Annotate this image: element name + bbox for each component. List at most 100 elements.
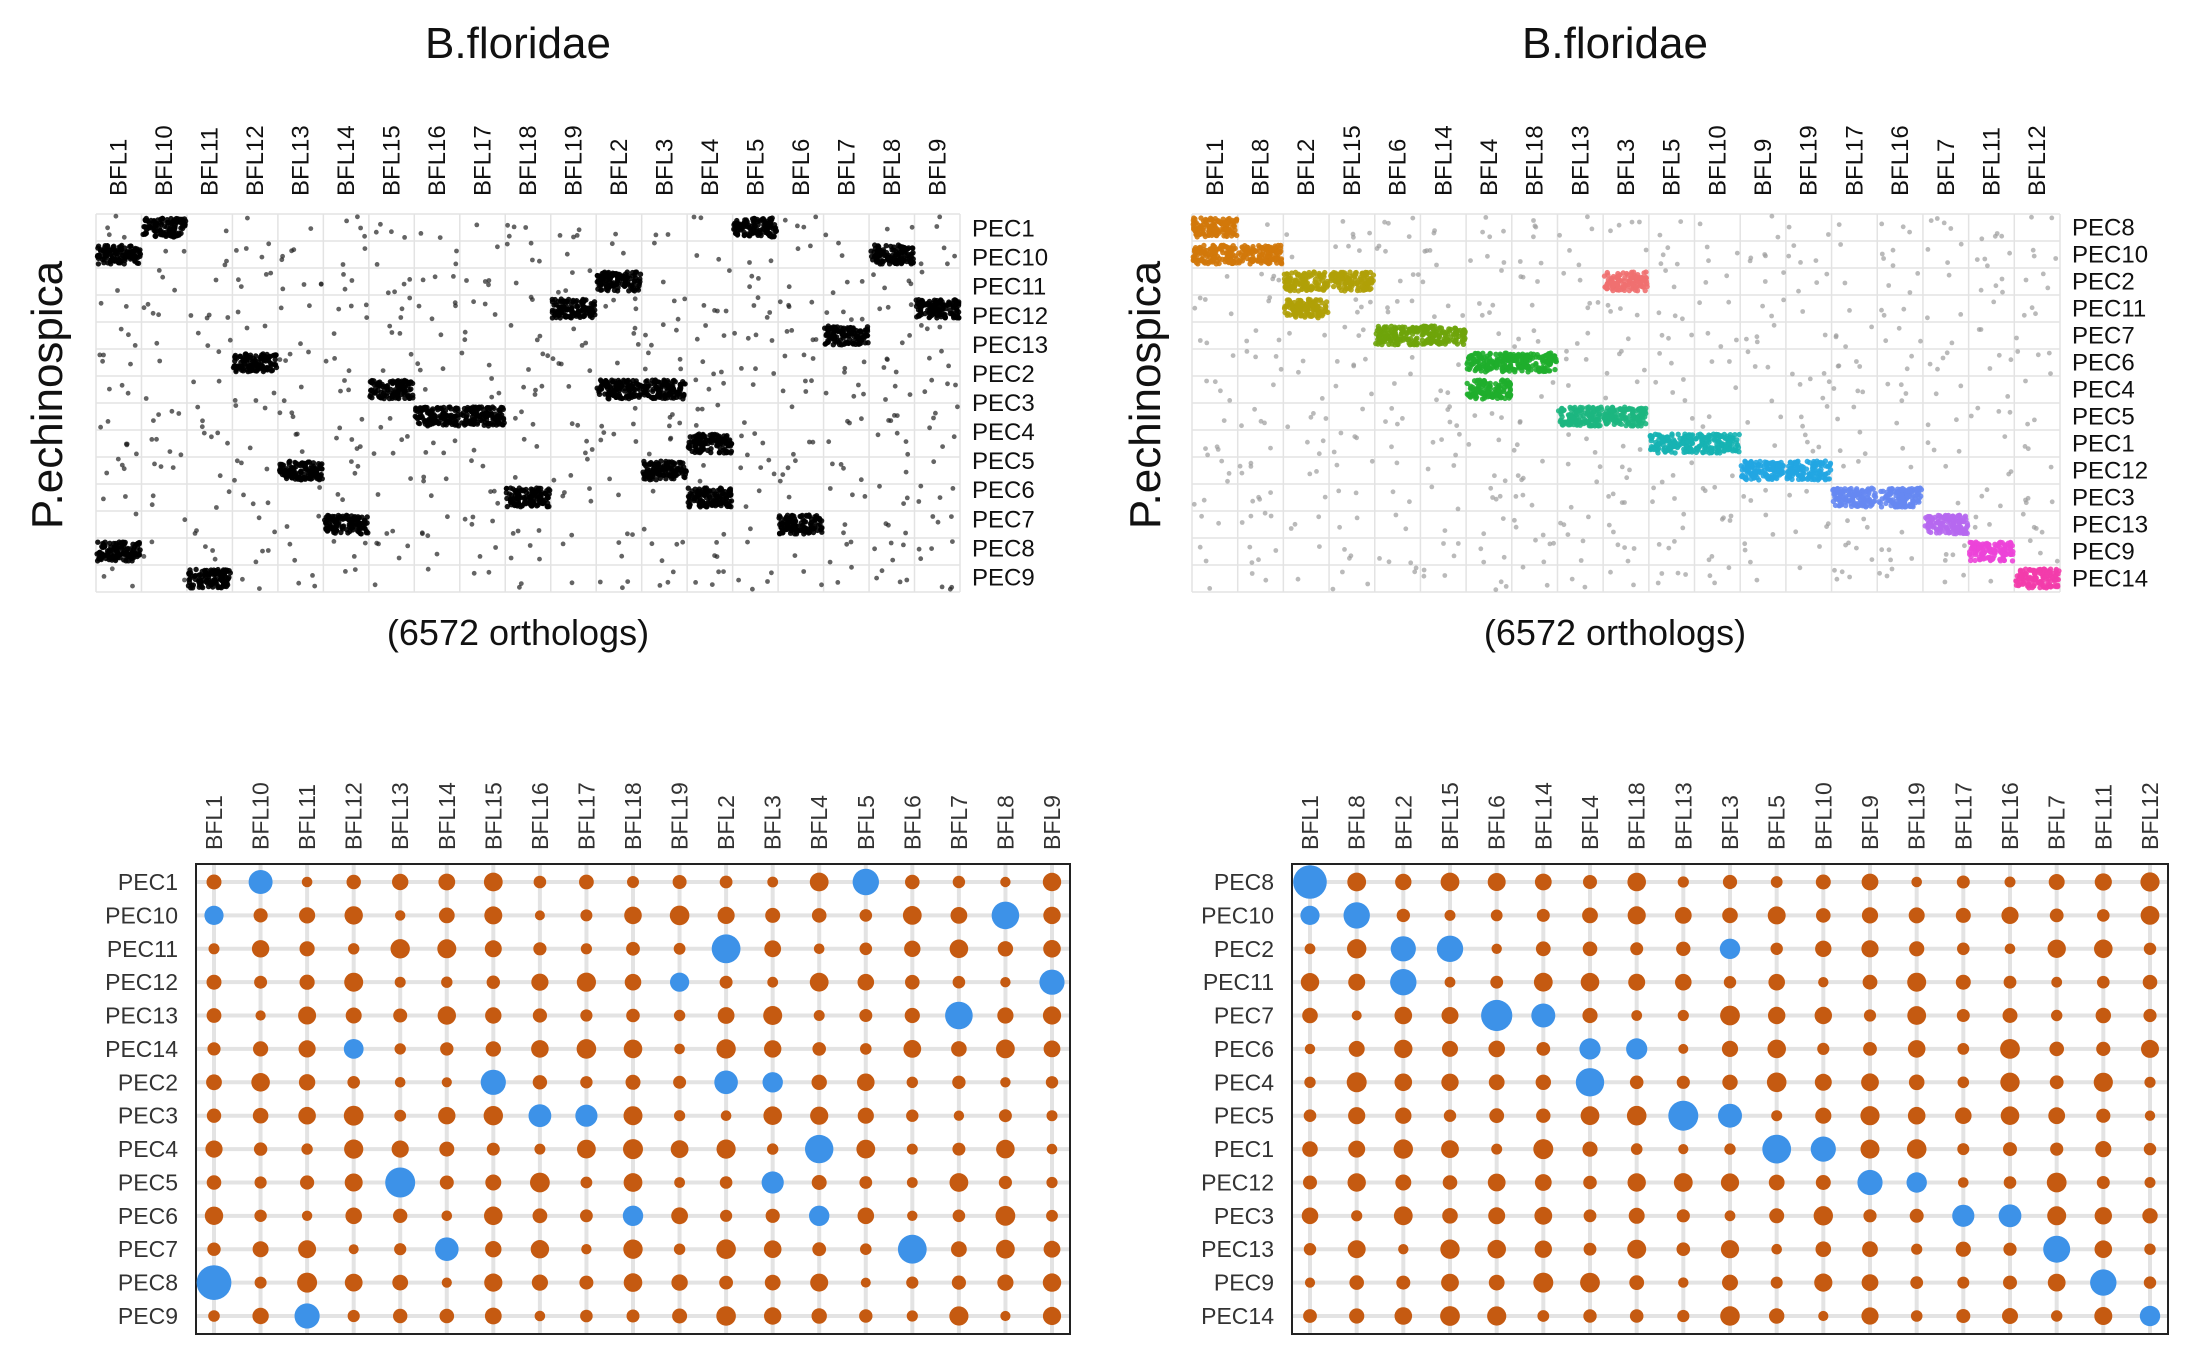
ortholog-point	[551, 477, 557, 483]
x-tick-label: BFL7	[833, 139, 860, 196]
ortholog-point	[114, 553, 120, 559]
ortholog-point	[453, 261, 459, 267]
ortholog-point	[935, 519, 941, 525]
ortholog-point	[700, 441, 707, 448]
ortholog-point	[1268, 445, 1273, 451]
ortholog-point	[1191, 226, 1198, 233]
ortholog-point	[916, 546, 922, 552]
ortholog-point	[1382, 219, 1387, 225]
ortholog-point	[608, 391, 615, 397]
ortholog-point	[530, 257, 535, 263]
ortholog-point	[1323, 304, 1329, 310]
ortholog-point	[716, 569, 721, 575]
ortholog-point	[331, 539, 337, 544]
ortholog-point	[99, 553, 105, 559]
ortholog-point	[513, 489, 519, 496]
ortholog-point	[206, 312, 212, 318]
ortholog-point	[159, 230, 165, 236]
ortholog-point	[722, 489, 728, 495]
ortholog-point	[196, 580, 202, 586]
ortholog-point	[1333, 244, 1338, 250]
ortholog-point	[649, 342, 654, 348]
ortholog-point	[342, 378, 347, 383]
ortholog-point	[1292, 521, 1298, 527]
ortholog-point	[791, 451, 796, 457]
ortholog-point	[666, 472, 673, 479]
ortholog-point	[145, 301, 151, 307]
ortholog-point	[252, 358, 258, 364]
ortholog-point	[569, 580, 575, 586]
ortholog-point	[195, 330, 201, 336]
ortholog-point	[894, 430, 900, 436]
ortholog-point	[1252, 406, 1257, 412]
ortholog-point	[529, 487, 536, 493]
ortholog-point	[440, 366, 446, 372]
ortholog-point	[748, 526, 753, 532]
ortholog-point	[715, 308, 720, 314]
ortholog-point	[931, 459, 937, 465]
ortholog-point	[148, 217, 154, 224]
ortholog-point	[471, 570, 477, 576]
ortholog-point	[777, 478, 783, 484]
ortholog-point	[1501, 260, 1507, 265]
ortholog-point	[709, 437, 715, 443]
ortholog-point	[1273, 548, 1279, 553]
ortholog-point	[101, 352, 106, 358]
ortholog-point	[405, 434, 410, 439]
ortholog-point	[753, 332, 759, 338]
ortholog-point	[245, 368, 251, 375]
ortholog-point	[689, 488, 695, 494]
ortholog-point	[326, 513, 332, 519]
ortholog-point	[1343, 285, 1349, 292]
ortholog-point	[477, 413, 483, 419]
ortholog-point	[945, 381, 950, 387]
ortholog-point	[680, 539, 686, 545]
ortholog-point	[545, 353, 551, 359]
ortholog-point	[1406, 234, 1412, 240]
ortholog-point	[445, 514, 450, 520]
ortholog-point	[332, 356, 337, 361]
ortholog-point	[819, 529, 825, 535]
ortholog-point	[215, 430, 221, 436]
ortholog-point	[1459, 337, 1466, 343]
ortholog-point	[1500, 362, 1506, 368]
ortholog-point	[182, 517, 188, 523]
ortholog-point	[1377, 336, 1383, 342]
ortholog-point	[1258, 418, 1264, 424]
ortholog-point	[583, 340, 589, 346]
ortholog-point	[1451, 463, 1457, 468]
ortholog-point	[919, 323, 924, 328]
ortholog-point	[95, 261, 102, 267]
ortholog-point	[611, 283, 617, 289]
ortholog-point	[346, 387, 351, 393]
ortholog-point	[1454, 423, 1460, 428]
ortholog-point	[296, 580, 302, 586]
ortholog-point	[528, 503, 535, 509]
ortholog-point	[1334, 462, 1340, 468]
ortholog-point	[1390, 489, 1396, 495]
ortholog-point	[1273, 354, 1279, 359]
ortholog-point	[1200, 249, 1206, 255]
ortholog-point	[272, 529, 277, 535]
ortholog-point	[137, 253, 143, 259]
ortholog-point	[262, 323, 268, 329]
ortholog-point	[355, 463, 361, 469]
ortholog-point	[442, 421, 448, 427]
ortholog-point	[216, 349, 222, 355]
ortholog-point	[536, 485, 542, 491]
ortholog-point	[106, 232, 112, 238]
ortholog-point	[611, 297, 616, 303]
ortholog-point	[918, 301, 924, 308]
ortholog-point	[1395, 421, 1400, 427]
ortholog-point	[463, 417, 469, 423]
ortholog-point	[1273, 249, 1280, 256]
ortholog-point	[107, 386, 112, 392]
ortholog-point	[674, 327, 679, 333]
ortholog-point	[1452, 325, 1459, 331]
ortholog-point	[721, 450, 727, 456]
ortholog-point	[946, 363, 951, 369]
ortholog-point	[407, 295, 413, 301]
ortholog-point	[1284, 303, 1290, 309]
ortholog-point	[1446, 338, 1452, 344]
ortholog-point	[105, 225, 110, 231]
